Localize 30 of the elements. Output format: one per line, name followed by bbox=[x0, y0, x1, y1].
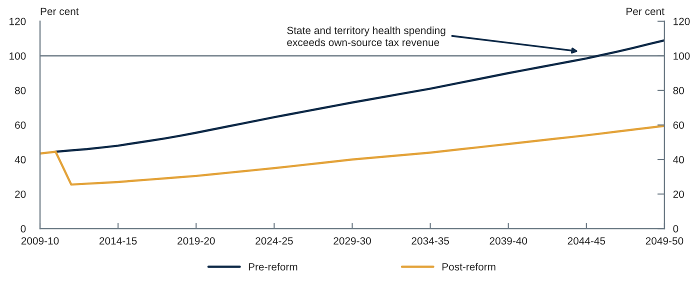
y2-axis-title: Per cent bbox=[626, 8, 664, 16]
y2-tick-label: 120 bbox=[674, 18, 690, 26]
y-tick-label: 0 bbox=[20, 225, 26, 232]
x-tick-label: 2044-45 bbox=[568, 237, 606, 245]
y-tick-label: 40 bbox=[14, 156, 26, 164]
y-tick-label: 100 bbox=[10, 52, 26, 60]
x-tick-label: 2024-25 bbox=[256, 237, 293, 245]
y-tick-label: 20 bbox=[15, 190, 26, 198]
y-axis-title: Per cent bbox=[40, 8, 79, 16]
annotation: State and territory health spending exceeds own-source tax revenue bbox=[287, 26, 446, 46]
x-tick-label: 2009-10 bbox=[21, 237, 59, 245]
legend-label: Post-reform bbox=[442, 262, 496, 271]
y2-tick-label: 60 bbox=[673, 121, 684, 129]
y-tick-label: 80 bbox=[15, 86, 26, 94]
line-series bbox=[54, 39, 664, 153]
x-tick-label: 2034-35 bbox=[412, 237, 449, 245]
x-tick-label: 2014-15 bbox=[99, 237, 137, 245]
y2-tick-label: 20 bbox=[673, 190, 684, 198]
x-tick-label: 2019-20 bbox=[178, 237, 215, 245]
y-tick-label: 120 bbox=[10, 18, 26, 26]
y2-tick-label: 40 bbox=[673, 156, 684, 164]
y-tick-label: 60 bbox=[15, 121, 26, 129]
x-tick-label: 2049-50 bbox=[646, 237, 684, 245]
line-series bbox=[40, 124, 664, 186]
x-tick-label: 2039-40 bbox=[490, 237, 528, 245]
y2-tick-label: 100 bbox=[674, 52, 690, 60]
x-tick-label: 2029-30 bbox=[334, 237, 371, 245]
legend-label: Pre-reform bbox=[248, 262, 298, 271]
y2-tick-label: 80 bbox=[673, 86, 684, 94]
y2-tick-label: 0 bbox=[673, 225, 678, 232]
